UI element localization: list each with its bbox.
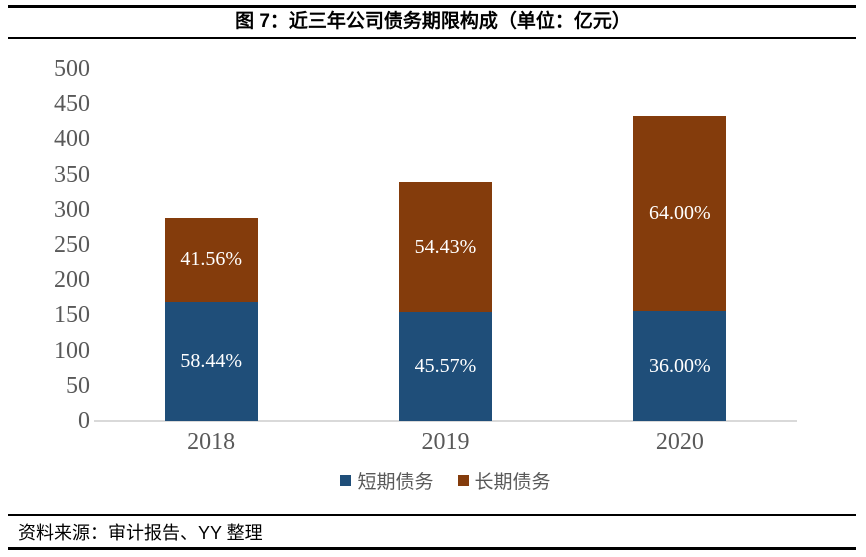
legend-item: 短期债务 xyxy=(340,467,434,494)
bar-percent-label: 36.00% xyxy=(648,354,711,377)
y-axis-tick-label: 300 xyxy=(54,196,90,223)
bar-segment-2020: 64.00% xyxy=(633,116,727,312)
bar-segment-2018: 41.56% xyxy=(164,217,258,303)
y-axis-tick-label: 150 xyxy=(54,302,90,329)
x-axis-category-label: 2019 xyxy=(421,429,470,455)
legend-color-swatch xyxy=(340,474,352,486)
y-axis-tick-label: 100 xyxy=(54,337,90,364)
y-axis-tick-label: 200 xyxy=(54,267,90,294)
bar-percent-label: 54.43% xyxy=(414,235,477,258)
top-rule xyxy=(8,5,856,8)
legend-color-swatch xyxy=(457,474,469,486)
y-axis-tick-label: 350 xyxy=(54,161,90,188)
chart-legend: 短期债务 长期债务 xyxy=(94,467,797,494)
y-axis-tick-label: 250 xyxy=(54,232,90,258)
bar-percent-label: 41.56% xyxy=(180,248,242,271)
y-axis-tick-label: 450 xyxy=(54,91,90,118)
y-axis-tick-label: 0 xyxy=(78,408,90,434)
bar-percent-label: 58.44% xyxy=(180,350,242,373)
source-topline-rule xyxy=(8,514,856,516)
x-axis-category-label: 2020 xyxy=(655,429,704,455)
legend-item: 长期债务 xyxy=(457,467,551,494)
source-note: 资料来源：审计报告、YY 整理 xyxy=(18,523,263,543)
y-axis-tick-label: 500 xyxy=(54,56,90,82)
legend-series-label: 短期债务 xyxy=(357,471,434,493)
y-axis-tick-label: 400 xyxy=(54,126,90,153)
bar-percent-label: 64.00% xyxy=(648,202,711,225)
bar-segment-2018: 58.44% xyxy=(164,302,258,421)
x-axis-category-label: 2018 xyxy=(187,429,236,455)
legend-series-label: 长期债务 xyxy=(474,471,551,493)
figure-title: 图 7：近三年公司债务期限构成（单位：亿元） xyxy=(235,11,631,32)
y-axis-tick-label: 50 xyxy=(66,372,90,399)
title-underline-rule xyxy=(8,37,856,39)
x-axis-line xyxy=(94,420,797,422)
bar-percent-label: 45.57% xyxy=(414,355,477,378)
bar-segment-2019: 54.43% xyxy=(399,182,492,313)
bar-segment-2020: 36.00% xyxy=(633,311,727,421)
bar-segment-2019: 45.57% xyxy=(399,312,492,421)
bottom-rule xyxy=(8,547,856,550)
